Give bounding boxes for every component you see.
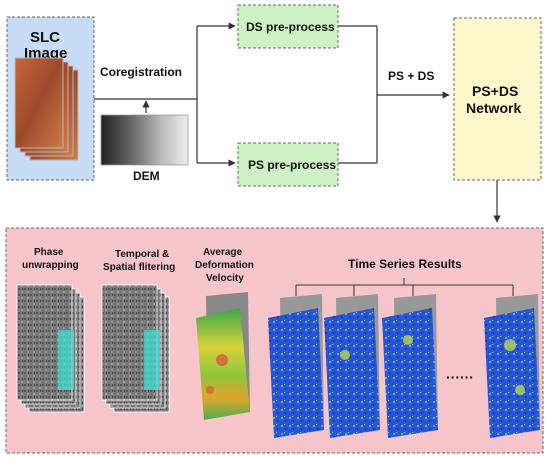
velocity-label-line1: Average bbox=[203, 247, 243, 258]
network-label-line2: Network bbox=[466, 100, 521, 116]
filtering-label-line2: Spatial flitering bbox=[103, 262, 175, 273]
phase-unwrapping-image-stack bbox=[16, 284, 85, 413]
dem-label: DEM bbox=[133, 169, 160, 183]
ps-ds-network-node: PS+DS Network bbox=[453, 17, 542, 181]
filtering-label-line1: Temporal & bbox=[115, 249, 169, 260]
time-series-image-4 bbox=[484, 294, 540, 438]
velocity-label-line3: Velocity bbox=[206, 273, 244, 284]
ds-preprocess-label: DS pre-process bbox=[246, 20, 335, 34]
phase-highlight bbox=[58, 330, 74, 390]
phase-label-line1: Phase bbox=[34, 247, 64, 258]
time-series-image-1 bbox=[268, 294, 324, 438]
ps-preprocess-label: PS pre-process bbox=[248, 158, 336, 172]
time-series-image-2 bbox=[324, 294, 380, 438]
network-label-line1: PS+DS bbox=[472, 83, 518, 99]
phase-label-line2: unwrapping bbox=[22, 260, 79, 271]
time-series-ellipsis: ······ bbox=[446, 369, 474, 385]
dem-image bbox=[100, 114, 189, 166]
ps-ds-edge-label: PS + DS bbox=[388, 69, 434, 83]
slc-image-stack bbox=[14, 57, 79, 161]
slc-image-node: SLC Image bbox=[6, 16, 95, 181]
coregistration-label: Coregistration bbox=[100, 65, 182, 79]
ds-preprocess-node: DS pre-process bbox=[237, 4, 339, 49]
filtering-image-stack bbox=[101, 284, 170, 413]
results-panel: Phase unwrapping Temporal & Spatial flit… bbox=[5, 227, 544, 454]
filtering-highlight bbox=[144, 330, 160, 390]
time-series-label: Time Series Results bbox=[348, 257, 462, 271]
ps-preprocess-node: PS pre-process bbox=[237, 142, 339, 187]
velocity-map-image bbox=[196, 292, 250, 420]
time-series-image-3 bbox=[382, 294, 438, 438]
velocity-label-line2: Deformation bbox=[195, 260, 254, 271]
slc-label-line1: SLC bbox=[30, 29, 60, 46]
